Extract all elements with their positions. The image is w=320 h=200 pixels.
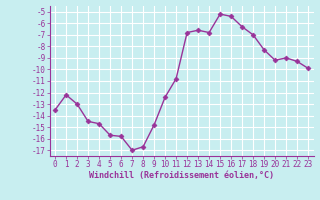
X-axis label: Windchill (Refroidissement éolien,°C): Windchill (Refroidissement éolien,°C): [89, 171, 274, 180]
